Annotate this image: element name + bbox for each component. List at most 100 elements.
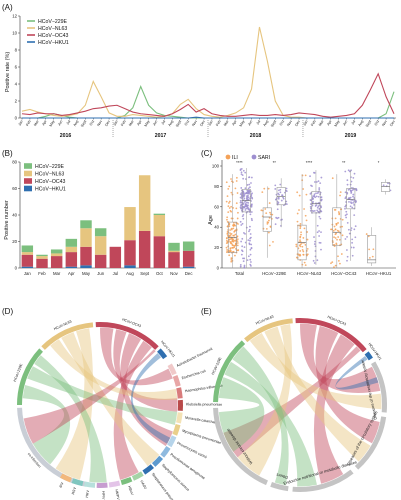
bar-NL63 <box>21 252 34 255</box>
data-point <box>344 205 347 208</box>
year-label: 2016 <box>60 133 72 139</box>
data-point <box>230 258 233 261</box>
data-point <box>240 187 243 189</box>
data-point <box>335 243 338 246</box>
y-tick-label: 80 <box>214 184 219 189</box>
y-tick-label: 0 <box>15 116 18 121</box>
pathogen-arc <box>151 455 164 467</box>
data-point <box>249 225 251 228</box>
data-point <box>225 246 228 249</box>
data-point <box>285 187 288 190</box>
data-point <box>296 220 299 223</box>
data-point <box>320 206 323 209</box>
legend-label-NL63: HCoV−NL63 <box>38 26 67 32</box>
x-tick-label: Total <box>235 271 244 276</box>
data-point <box>264 208 267 210</box>
data-point <box>234 187 237 190</box>
pathogen-label: Mycoplasma pneumoniae <box>182 429 222 445</box>
data-point <box>346 183 349 186</box>
data-point <box>250 211 253 213</box>
data-point <box>316 259 319 262</box>
data-point <box>240 253 243 256</box>
series-line-NL63 <box>21 26 394 119</box>
pathogen-arc <box>108 480 121 488</box>
data-point <box>236 238 239 241</box>
data-point <box>332 229 335 232</box>
y-tick-label: 6 <box>15 65 18 70</box>
pathogen-arc <box>142 464 155 475</box>
x-tick-label: Sept <box>175 120 182 128</box>
data-point <box>341 218 344 221</box>
data-point <box>295 243 298 246</box>
chord-OC43 <box>313 334 355 484</box>
x-tick-label: Feb <box>120 120 127 127</box>
data-point <box>335 224 338 226</box>
disease-arc <box>270 482 289 492</box>
data-point <box>318 188 321 191</box>
chord-NL63 <box>61 332 160 467</box>
data-point <box>233 230 236 232</box>
x-tick-label: HCoV−OC43 <box>331 271 357 276</box>
legend-label-ILI: ILI <box>232 155 238 161</box>
data-point <box>297 253 300 256</box>
data-point <box>235 207 238 210</box>
x-tick-label: Jan <box>207 120 213 127</box>
data-point <box>306 231 309 233</box>
panel-b: (B) Positive number 0 20 40 60 80 Jan Feb Mar Ap… <box>2 149 196 276</box>
data-point <box>305 219 308 222</box>
disease-arc <box>354 416 387 470</box>
data-point <box>250 182 252 184</box>
x-tick-label: Nov <box>96 119 103 127</box>
data-point <box>242 213 245 216</box>
data-point <box>246 184 249 186</box>
chord-OC43 <box>120 333 173 447</box>
data-point <box>225 200 228 203</box>
bar-NL63 <box>65 246 78 253</box>
data-point <box>347 228 350 231</box>
data-point <box>226 218 228 221</box>
bar-OC43 <box>21 254 34 267</box>
data-point <box>243 257 246 260</box>
data-point <box>247 201 250 204</box>
group-arc-OC43 <box>95 322 159 350</box>
chord-229E <box>224 361 317 487</box>
data-point <box>316 209 319 212</box>
x-tick-label: Jan <box>112 120 118 127</box>
data-point <box>318 235 321 237</box>
bar-229E <box>36 254 48 257</box>
data-point <box>276 208 279 211</box>
bar-OC43 <box>80 246 92 266</box>
group-arc-NL63 <box>41 322 94 350</box>
significance-label: * <box>378 160 380 165</box>
data-point <box>330 228 333 231</box>
panel-d-arcs <box>17 322 183 488</box>
data-point <box>318 230 320 232</box>
x-tick-label: Oct <box>279 120 285 127</box>
data-point <box>312 259 315 262</box>
box <box>311 191 321 214</box>
data-point <box>350 227 353 230</box>
y-tick-label: 20 <box>214 245 219 250</box>
data-point <box>330 262 332 265</box>
pathogen-arc <box>167 363 177 376</box>
data-point <box>225 237 228 239</box>
bar-OC43 <box>94 254 107 268</box>
data-point <box>241 237 244 240</box>
legend-label-OC43: HCoV−OC43 <box>35 179 66 185</box>
data-point <box>382 184 385 187</box>
data-point <box>346 255 349 258</box>
data-point <box>244 209 247 211</box>
x-tick-label: Dec <box>185 271 193 276</box>
panel-c-label: (C) <box>201 149 212 158</box>
data-point <box>302 188 305 190</box>
data-point <box>247 187 250 190</box>
group-arc-HKU1 <box>364 351 373 361</box>
data-point <box>250 246 253 249</box>
panel-c-ylabel: Age <box>208 215 214 225</box>
data-point <box>249 239 251 242</box>
panel-d-chord-diagram: (D) HCoV-NL63 HCoV-OC43HCoV-HKU1HCoV-229E… <box>2 307 223 500</box>
x-tick-label: Aug <box>263 120 270 128</box>
data-point <box>350 201 352 204</box>
data-point <box>351 189 354 192</box>
